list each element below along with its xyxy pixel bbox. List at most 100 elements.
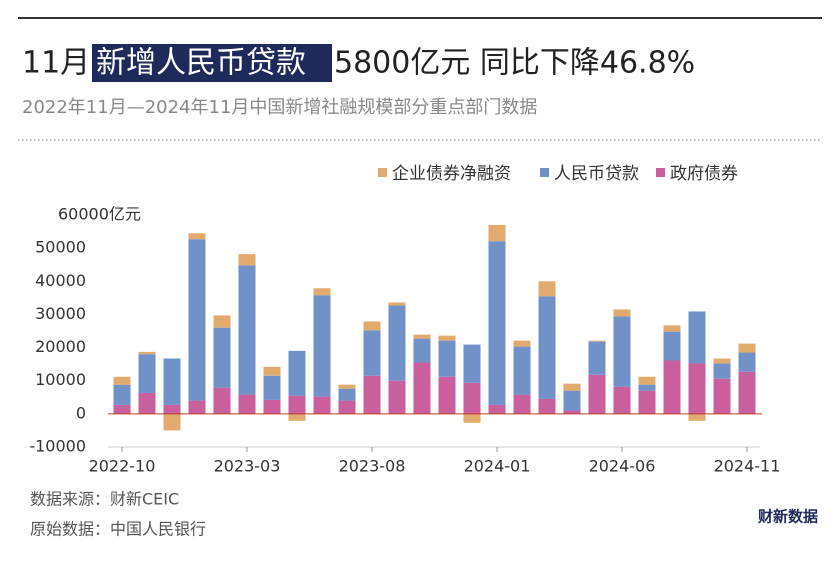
y-tick-label: 10000 (35, 370, 86, 389)
subtitle: 2022年11月—2024年11月中国新增社融规模部分重点部门数据 (22, 97, 537, 118)
bar-segment (288, 395, 306, 414)
title-highlight (92, 44, 332, 82)
y-tick-label: 0 (76, 403, 86, 422)
bar-segment (163, 358, 181, 405)
bar-segment (213, 315, 231, 328)
legend-swatch (656, 168, 665, 177)
bar-segment (413, 334, 431, 339)
bar-segment (238, 394, 256, 414)
bar-segment (463, 413, 481, 423)
bar-segment (738, 352, 756, 372)
bar-segment (263, 399, 281, 414)
bar-segment (188, 400, 206, 414)
bar-segment (363, 375, 381, 414)
bar-segment (388, 302, 406, 306)
bar-segment (688, 363, 706, 414)
bar-segment (338, 388, 356, 401)
bar-segment (188, 233, 206, 240)
bar-segment (338, 384, 356, 389)
bar-segment (413, 362, 431, 414)
bar-segment (563, 383, 581, 391)
bar-segment (138, 351, 156, 355)
logo: 财新数据 (758, 508, 818, 526)
bar-segment (338, 400, 356, 414)
bar-segment (663, 360, 681, 414)
bar-segment (488, 241, 506, 405)
legend-label: 企业债券净融资 (392, 164, 511, 184)
bar-segment (188, 239, 206, 401)
bar-segment (688, 413, 706, 421)
chart-title: 11月 (22, 46, 90, 81)
bar-segment (563, 410, 581, 414)
bar-segment (513, 340, 531, 347)
source: 原始数据：中国人民银行 (30, 520, 206, 539)
bar-segment (213, 327, 231, 388)
x-tick-label: 2024-06 (589, 457, 656, 476)
y-tick-label: 60000亿元 (58, 205, 141, 224)
bar-segment (488, 404, 506, 414)
x-tick-label: 2023-08 (339, 457, 406, 476)
bar-segment (713, 378, 731, 414)
y-tick-label: 20000 (35, 337, 86, 356)
bar-segment (638, 384, 656, 391)
bar-segment (138, 392, 156, 414)
bar-segment (413, 338, 431, 363)
bar-segment (538, 398, 556, 414)
bar-segment (163, 404, 181, 414)
x-tick-label: 2024-11 (714, 457, 781, 476)
bar-segment (113, 384, 131, 405)
bar-segment (538, 281, 556, 297)
bar-segment (663, 331, 681, 361)
bar-segment (313, 295, 331, 397)
bar-segment (363, 321, 381, 331)
bar-segment (463, 344, 481, 383)
y-tick-label: 50000 (35, 238, 86, 257)
bar-segment (438, 340, 456, 377)
legend-swatch (540, 168, 549, 177)
bar-segment (613, 309, 631, 317)
bar-segment (363, 330, 381, 376)
bar-segment (288, 350, 306, 396)
bar-segment (613, 316, 631, 387)
bar-segment (113, 404, 131, 414)
bar-segment (313, 396, 331, 414)
bar-segment (513, 346, 531, 395)
bar-segment (588, 341, 606, 375)
bar-segment (638, 390, 656, 414)
bar-segment (663, 325, 681, 332)
bar-segment (538, 296, 556, 399)
bar-segment (463, 382, 481, 414)
bar-segment (263, 375, 281, 400)
bar-segment (113, 376, 131, 385)
bar-segment (438, 376, 456, 414)
bar-segment (613, 386, 631, 414)
bar-segment (238, 265, 256, 395)
bar-segment (388, 380, 406, 414)
chart-title-highlight: 新增人民币贷款 (96, 46, 306, 81)
x-tick-label: 2024-01 (464, 457, 531, 476)
source: 数据来源：财新CEIC (30, 490, 179, 509)
x-tick-label: 2022-10 (89, 457, 156, 476)
bar-segment (288, 413, 306, 421)
y-tick-label: 40000 (35, 271, 86, 290)
bar-segment (738, 371, 756, 414)
y-tick-label: -10000 (29, 437, 86, 456)
bar-segment (688, 311, 706, 364)
bar-segment (438, 335, 456, 341)
bar-segment (638, 376, 656, 385)
bar-segment (588, 340, 606, 342)
bar-segment (163, 413, 181, 431)
bar-segment (563, 390, 581, 411)
bar-segment (513, 394, 531, 414)
bar-segment (588, 374, 606, 414)
legend-label: 人民币贷款 (554, 164, 639, 184)
bar-segment (488, 224, 506, 242)
bar-segment (263, 366, 281, 376)
bar-segment (388, 305, 406, 381)
chart-title-rest: 5800亿元 同比下降46.8% (334, 46, 695, 81)
legend-swatch (378, 168, 387, 177)
bar-segment (213, 387, 231, 414)
bar-segment (313, 288, 331, 296)
bar-segment (238, 254, 256, 266)
